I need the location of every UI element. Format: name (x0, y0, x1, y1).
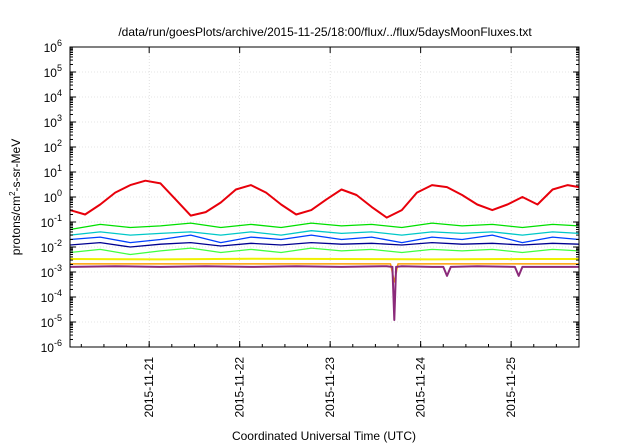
data-series (69, 179, 580, 321)
y-tick-label: 100 (44, 188, 62, 205)
x-tick-label: 2015-11-23 (323, 357, 337, 418)
y-tick-base: 10 (41, 291, 55, 305)
y-tick-exponent: -5 (54, 313, 62, 323)
y-tick-base: 10 (41, 316, 55, 330)
series-line-5 (69, 241, 580, 248)
y-tick-exponent: 3 (57, 113, 62, 123)
y-tick-exponent: -3 (54, 263, 62, 273)
chart-title: /data/run/goesPlots/archive/2015-11-25/1… (118, 25, 532, 39)
series-line-4 (69, 234, 580, 244)
y-tick-exponent: -1 (54, 213, 62, 223)
y-tick-exponent: 0 (57, 188, 62, 198)
x-tick-label: 2015-11-24 (414, 357, 428, 418)
y-axis-label-sup: 2 (8, 191, 17, 196)
y-tick-label: 106 (44, 38, 62, 55)
y-tick-base: 10 (41, 241, 55, 255)
y-tick-label: 102 (44, 138, 62, 155)
y-axis-label: protons/cm2-s-sr-MeV (8, 139, 23, 255)
x-tick-label: 2015-11-25 (504, 357, 518, 418)
y-axis: 10-610-510-410-310-210-11001011021031041… (41, 38, 579, 355)
series-line-6 (69, 247, 580, 256)
y-tick-label: 105 (44, 63, 62, 80)
y-tick-label: 10-3 (41, 263, 62, 280)
y-tick-base: 10 (41, 266, 55, 280)
y-tick-label: 10-2 (41, 238, 62, 255)
x-tick-label: 2015-11-22 (233, 357, 247, 418)
y-tick-exponent: -2 (54, 238, 62, 248)
series-line-2 (69, 222, 580, 231)
grid (70, 47, 579, 347)
y-tick-exponent: -6 (54, 338, 62, 348)
y-tick-base: 10 (44, 66, 58, 80)
y-tick-label: 104 (44, 88, 62, 105)
series-line-7 (69, 257, 579, 261)
y-tick-base: 10 (44, 41, 58, 55)
x-axis-label: Coordinated Universal Time (UTC) (232, 429, 416, 443)
y-tick-base: 10 (41, 341, 55, 355)
y-axis-label-rest: -s-sr-MeV (9, 139, 23, 192)
y-tick-exponent: 2 (57, 138, 62, 148)
series-line-1 (69, 179, 580, 219)
y-tick-exponent: 1 (57, 163, 62, 173)
y-tick-label: 10-4 (41, 288, 62, 305)
y-tick-label: 101 (44, 163, 62, 180)
y-tick-exponent: 6 (57, 38, 62, 48)
y-axis-label-base: protons/cm (9, 196, 23, 255)
y-tick-exponent: 5 (57, 63, 62, 73)
y-tick-label: 10-6 (41, 338, 62, 355)
y-tick-label: 103 (44, 113, 62, 130)
y-tick-label: 10-5 (41, 313, 62, 330)
y-tick-base: 10 (44, 141, 58, 155)
x-tick-label: 2015-11-21 (142, 357, 156, 418)
y-tick-exponent: 4 (57, 88, 62, 98)
series-line-9 (69, 265, 579, 321)
series-line-3 (69, 230, 580, 236)
y-tick-base: 10 (44, 116, 58, 130)
x-axis: 2015-11-21 2015-11-22 2015-11-23 2015-11-24… (80, 47, 580, 418)
y-tick-base: 10 (44, 191, 58, 205)
y-tick-base: 10 (44, 91, 58, 105)
y-tick-label: 10-1 (41, 213, 62, 230)
y-tick-base: 10 (41, 216, 55, 230)
y-tick-base: 10 (44, 166, 58, 180)
y-tick-exponent: -4 (54, 288, 62, 298)
